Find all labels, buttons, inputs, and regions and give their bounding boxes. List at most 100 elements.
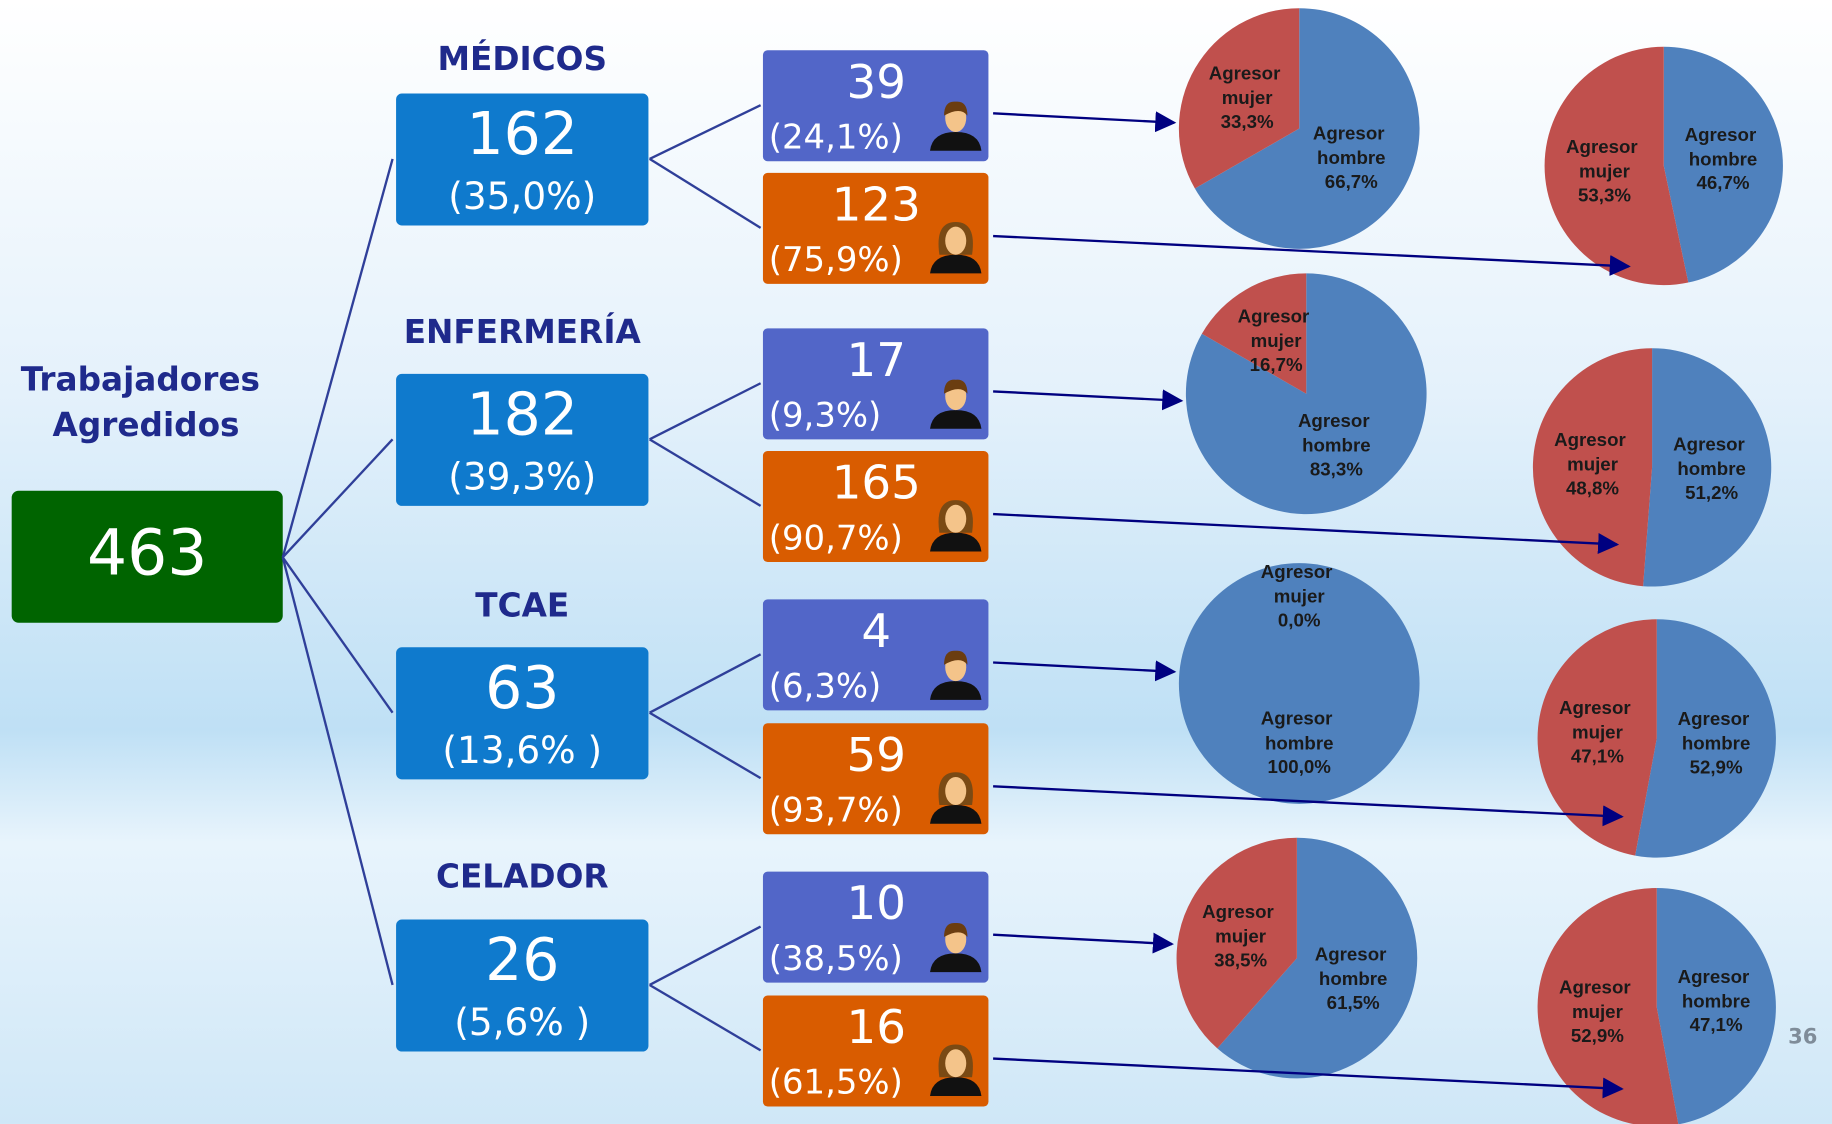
male-share: (6,3%)	[769, 667, 882, 706]
pie-value-label: 33,3%	[1221, 111, 1274, 132]
male-icon	[930, 650, 982, 700]
group-total: 182	[467, 380, 578, 448]
group-name: MÉDICOS	[437, 40, 607, 78]
male-share: (38,5%)	[769, 939, 903, 978]
group-total: 162	[467, 100, 578, 168]
pie-category: Agresor hombre	[1685, 124, 1762, 170]
connector	[649, 653, 762, 714]
pie-value-label: 0,0%	[1278, 609, 1321, 630]
pie-value-label: 83,3%	[1310, 458, 1363, 479]
pie-slice	[1217, 837, 1418, 1079]
pie-slice	[1185, 273, 1427, 515]
male-count: 4	[861, 605, 891, 659]
arrow	[993, 389, 1184, 411]
root-box	[11, 490, 283, 623]
female-count: 165	[832, 457, 921, 511]
pie-slice	[1176, 837, 1297, 1049]
arrow	[993, 660, 1177, 682]
female-box	[762, 172, 989, 284]
female-count: 16	[847, 1001, 906, 1055]
pie-category: Agresor mujer	[1238, 306, 1315, 352]
group-share: (13,6% )	[442, 728, 602, 772]
arrow	[993, 785, 1624, 827]
pie-category: Agresor mujer	[1554, 429, 1631, 475]
female-share: (90,7%)	[769, 518, 903, 557]
pie-category: Agresor hombre	[1313, 123, 1390, 169]
group-total: 63	[485, 654, 559, 722]
body	[930, 953, 982, 973]
pie-category: Agresor hombre	[1315, 943, 1392, 989]
connector	[281, 557, 394, 986]
group-box	[396, 647, 649, 780]
pie-category: Agresor hombre	[1298, 410, 1375, 456]
body	[930, 254, 982, 274]
pie-value-label: 52,9%	[1690, 756, 1743, 777]
pie-slice	[1201, 273, 1307, 394]
connector	[649, 983, 762, 1052]
pie-value-label: 100,0%	[1268, 756, 1332, 777]
pie-value-label: 46,7%	[1697, 172, 1750, 193]
pie-slice	[1178, 8, 1300, 189]
pie-value-label: 47,1%	[1571, 745, 1624, 766]
female-share: (93,7%)	[769, 791, 903, 830]
male-count: 39	[847, 56, 906, 110]
pie-slice	[1537, 887, 1679, 1124]
arrow	[993, 512, 1620, 555]
pie-slice	[1643, 348, 1772, 587]
group-share: (5,6% )	[454, 1000, 590, 1044]
pie-category: Agresor hombre	[1673, 434, 1750, 480]
page-number: 36	[1788, 1024, 1817, 1049]
group-share: (39,3%)	[448, 455, 596, 499]
pie-category: Agresor hombre	[1261, 708, 1338, 754]
pie-slice	[1544, 46, 1689, 286]
pie-value-label: 52,9%	[1571, 1025, 1624, 1046]
face	[945, 776, 967, 806]
male-share: (24,1%)	[769, 118, 903, 157]
male-share: (9,3%)	[769, 396, 882, 435]
body	[930, 805, 982, 824]
connector	[281, 438, 394, 559]
group-name: TCAE	[475, 587, 569, 625]
connector	[649, 382, 762, 441]
pie-category: Agresor mujer	[1209, 62, 1286, 108]
female-icon	[930, 1044, 982, 1096]
male-count: 17	[847, 334, 906, 388]
body	[930, 410, 982, 429]
hair	[944, 101, 968, 116]
female-share: (61,5%)	[769, 1063, 903, 1102]
connector	[281, 158, 394, 558]
male-count: 10	[847, 877, 906, 931]
female-icon	[930, 500, 982, 552]
female-box	[762, 995, 989, 1107]
pie-slice	[1635, 619, 1776, 858]
male-icon	[930, 379, 982, 429]
arrow	[993, 111, 1177, 133]
connector	[648, 157, 762, 229]
arrow	[993, 932, 1174, 954]
female-count: 59	[847, 729, 906, 783]
male-icon	[930, 101, 982, 151]
pie-category: Agresor mujer	[1559, 697, 1636, 743]
connector	[649, 711, 762, 780]
body	[930, 532, 982, 552]
pie-category: Agresor hombre	[1678, 966, 1755, 1012]
male-box	[762, 50, 989, 162]
hair	[944, 922, 968, 938]
body	[930, 132, 982, 151]
male-icon	[930, 922, 982, 973]
pie-value-label: 47,1%	[1690, 1014, 1743, 1035]
female-box	[762, 723, 989, 835]
connector	[649, 438, 762, 507]
group-box	[396, 93, 649, 226]
arrow	[993, 1057, 1624, 1099]
pie-value-label: 48,8%	[1566, 478, 1619, 499]
group-share: (35,0%)	[448, 174, 596, 218]
female-icon	[930, 772, 982, 824]
body	[930, 1077, 982, 1096]
hair	[944, 650, 968, 665]
female-box	[762, 451, 989, 562]
group-total: 26	[485, 926, 559, 994]
pie-slice	[1194, 8, 1420, 249]
pie-value-label: 38,5%	[1214, 949, 1267, 970]
